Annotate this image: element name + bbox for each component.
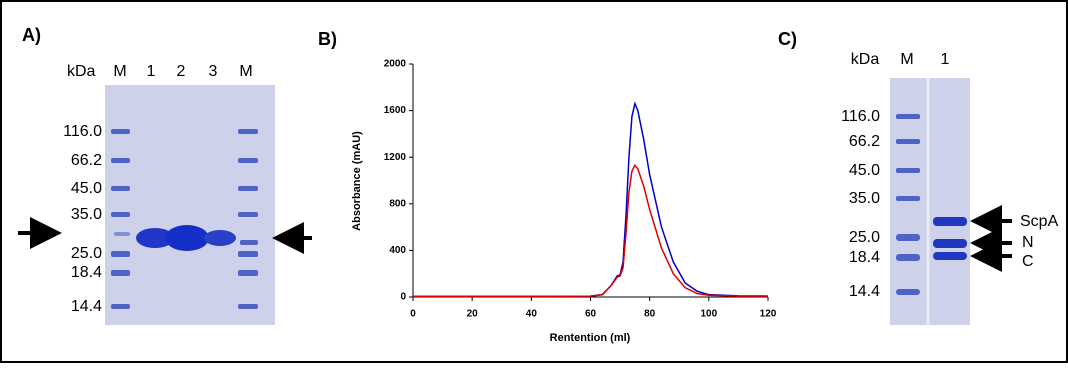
marker-label: 45.0	[71, 180, 102, 197]
lane-label: 1	[147, 63, 156, 80]
marker-label: 45.0	[849, 162, 880, 179]
lane-label: 1	[941, 51, 950, 68]
gel-a	[105, 85, 275, 325]
lane-label: 3	[209, 63, 218, 80]
y-tick-label: 2000	[384, 59, 407, 70]
lane-label: M	[113, 63, 126, 80]
figure: A) kDa M 1 2 3 M 116.0 66.2 45.0 35.0 25…	[0, 0, 1068, 363]
marker-label: 66.2	[71, 152, 102, 169]
y-tick-label: 800	[389, 198, 406, 209]
marker-label: 116.0	[63, 123, 102, 140]
marker-label: 116.0	[841, 108, 880, 125]
marker-label: 25.0	[849, 229, 880, 246]
lane-label: M	[239, 63, 252, 80]
y-tick-label: 0	[400, 292, 406, 303]
x-tick-label: 100	[700, 309, 717, 320]
band-label: C	[1022, 253, 1034, 270]
band-label: N	[1022, 234, 1034, 251]
y-tick-label: 1600	[384, 105, 407, 116]
marker-label: 14.4	[849, 283, 880, 300]
panel-label: A)	[22, 25, 41, 45]
band-label: ScpA	[1020, 213, 1059, 230]
unit-label: kDa	[851, 51, 880, 68]
y-axis-label: Absorbance (mAU)	[351, 131, 363, 231]
x-tick-label: 120	[760, 309, 777, 320]
gel-c	[890, 78, 970, 325]
y-tick-label: 400	[389, 245, 406, 256]
marker-label: 35.0	[71, 206, 102, 223]
unit-label: kDa	[67, 63, 96, 80]
x-tick-label: 0	[410, 309, 416, 320]
marker-label: 18.4	[849, 249, 880, 266]
marker-label: 25.0	[71, 245, 102, 262]
lane-label: 2	[177, 63, 186, 80]
marker-label: 66.2	[849, 133, 880, 150]
x-tick-label: 60	[585, 309, 597, 320]
x-tick-label: 80	[644, 309, 656, 320]
x-tick-label: 40	[526, 309, 538, 320]
panel-label: B)	[318, 29, 337, 49]
marker-label: 18.4	[71, 264, 102, 281]
lane-label: M	[900, 51, 913, 68]
x-tick-label: 20	[467, 309, 479, 320]
marker-label: 14.4	[71, 298, 102, 315]
y-tick-label: 1200	[384, 152, 407, 163]
marker-label: 35.0	[849, 190, 880, 207]
panel-label: C)	[778, 29, 797, 49]
x-axis-label: Rentention (ml)	[550, 332, 631, 344]
